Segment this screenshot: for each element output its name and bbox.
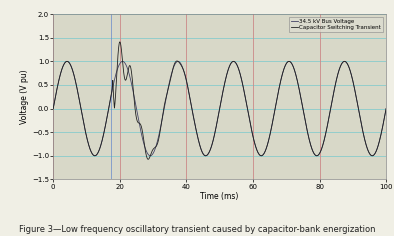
34.5 kV Bus Voltage [366, 150, 371, 153]
34.5 kV Bus Voltage [214, 126, 218, 129]
Line: 34.5 kV Bus Voltage: 34.5 kV Bus Voltage [53, 61, 386, 156]
Capacitor Switching Transient [117, 40, 122, 43]
Capacitor Switching Transient [366, 150, 371, 153]
34.5 kV Bus Voltage [384, 107, 388, 110]
34.5 kV Bus Voltage [93, 154, 97, 157]
Line: Capacitor Switching Transient: Capacitor Switching Transient [53, 42, 386, 159]
34.5 kV Bus Voltage [71, 71, 76, 73]
Capacitor Switching Transient [116, 48, 121, 51]
Text: Figure 3—Low frequency oscillatory transient caused by capacitor-bank energizati: Figure 3—Low frequency oscillatory trans… [19, 225, 375, 234]
34.5 kV Bus Voltage [120, 60, 125, 63]
Capacitor Switching Transient [65, 60, 69, 63]
Capacitor Switching Transient [146, 158, 151, 161]
Legend: 34.5 kV Bus Voltage, Capacitor Switching Transient: 34.5 kV Bus Voltage, Capacitor Switching… [289, 17, 383, 32]
Y-axis label: Voltage (V pu): Voltage (V pu) [20, 69, 29, 124]
X-axis label: Time (ms): Time (ms) [201, 192, 239, 201]
Capacitor Switching Transient [214, 126, 218, 129]
34.5 kV Bus Voltage [52, 99, 57, 102]
Capacitor Switching Transient [71, 71, 76, 73]
34.5 kV Bus Voltage [116, 65, 121, 68]
34.5 kV Bus Voltage [51, 107, 56, 110]
34.5 kV Bus Voltage [65, 60, 69, 63]
Capacitor Switching Transient [51, 107, 56, 110]
Capacitor Switching Transient [52, 99, 57, 102]
Capacitor Switching Transient [384, 107, 388, 110]
